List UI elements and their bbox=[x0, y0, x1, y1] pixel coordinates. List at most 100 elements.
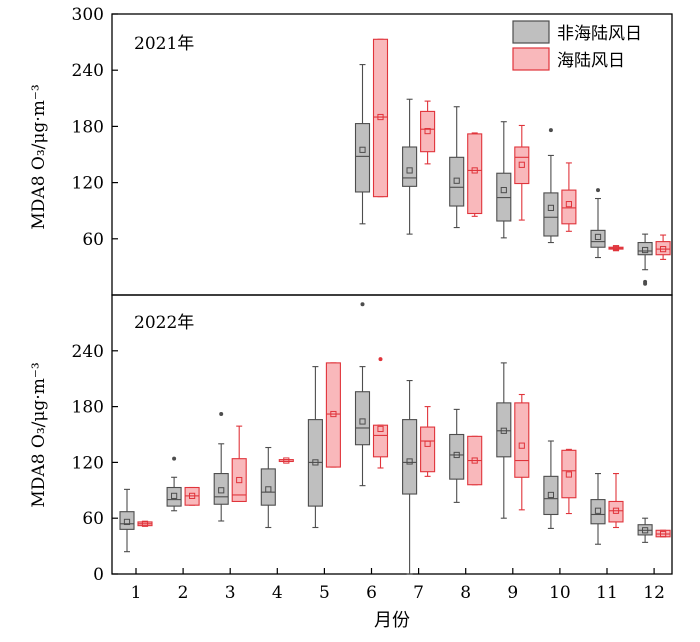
x-tick-label: 10 bbox=[549, 583, 571, 603]
mean-marker-sea-land bbox=[471, 167, 478, 174]
outlier-non-sea-land bbox=[360, 302, 365, 307]
box-sea-land-month-10 bbox=[561, 449, 577, 499]
mean-marker-non-sea-land bbox=[406, 458, 413, 465]
mean-marker-sea-land bbox=[141, 520, 149, 527]
mean-marker-non-sea-land bbox=[642, 246, 649, 254]
outlier-non-sea-land bbox=[172, 456, 177, 461]
y-tick-label: 120 bbox=[72, 174, 104, 194]
box-sea-land-month-6 bbox=[372, 38, 389, 198]
mean-marker-sea-land bbox=[424, 440, 431, 447]
y-tick-label: 60 bbox=[82, 230, 104, 250]
mean-marker-sea-land bbox=[612, 245, 620, 252]
y-tick-label: 60 bbox=[82, 509, 104, 529]
x-tick-label: 9 bbox=[507, 583, 518, 603]
outlier-non-sea-land bbox=[596, 188, 600, 193]
box-sea-land-month-9 bbox=[514, 402, 530, 478]
box-non-sea-land-month-11 bbox=[590, 229, 606, 248]
box-non-sea-land-month-12 bbox=[637, 241, 653, 256]
mean-marker-non-sea-land bbox=[359, 418, 366, 425]
mean-marker-sea-land bbox=[565, 471, 572, 478]
mean-marker-sea-land bbox=[518, 442, 525, 449]
mean-marker-sea-land bbox=[236, 476, 243, 484]
box-non-sea-land-month-10 bbox=[543, 192, 559, 237]
mean-marker-sea-land bbox=[377, 113, 384, 121]
mean-marker-non-sea-land bbox=[642, 527, 649, 534]
box-non-sea-land-month-8 bbox=[449, 433, 465, 480]
x-axis: 1 2 3 4 5 6 7 8 9 10 11 12 bbox=[131, 568, 665, 603]
y-tick-label: 240 bbox=[72, 342, 104, 362]
mean-marker-non-sea-land bbox=[406, 167, 413, 174]
box-sea-land-month-6 bbox=[372, 424, 389, 458]
box-non-sea-land-month-3 bbox=[213, 473, 229, 505]
x-tick-label: 11 bbox=[596, 583, 618, 603]
box-sea-land-month-11 bbox=[608, 500, 624, 523]
box-non-sea-land-month-2 bbox=[166, 486, 182, 507]
legend-swatch-non-sea-land bbox=[512, 20, 550, 44]
mean-marker-sea-land bbox=[612, 507, 620, 514]
x-tick-label: 1 bbox=[131, 583, 142, 603]
x-tick-label: 8 bbox=[460, 583, 471, 603]
box-non-sea-land-month-9 bbox=[496, 402, 512, 458]
x-tick-label: 4 bbox=[272, 583, 283, 603]
mean-marker-non-sea-land bbox=[312, 459, 319, 466]
legend-swatch-sea-land bbox=[512, 47, 550, 71]
box-non-sea-land-month-6 bbox=[354, 391, 371, 446]
mean-marker-sea-land bbox=[424, 127, 431, 135]
panel-2022-ylabel: MDA8 O₃/μg·m⁻³ bbox=[29, 362, 49, 507]
mean-marker-sea-land bbox=[471, 457, 478, 464]
box-non-sea-land-month-6 bbox=[354, 123, 371, 193]
panel-2021-ylabel: MDA8 O₃/μg·m⁻³ bbox=[29, 84, 49, 229]
mean-marker-non-sea-land bbox=[123, 518, 131, 526]
panel-2022-label: 2022年 bbox=[134, 313, 194, 333]
outlier-non-sea-land bbox=[219, 412, 224, 417]
box-non-sea-land-month-7 bbox=[402, 146, 418, 187]
box-non-sea-land-month-7 bbox=[402, 419, 418, 495]
x-tick-label: 3 bbox=[225, 583, 236, 603]
x-tick-label: 5 bbox=[319, 583, 330, 603]
mean-marker-non-sea-land bbox=[547, 204, 554, 211]
mean-marker-sea-land bbox=[518, 161, 525, 168]
mean-marker-non-sea-land bbox=[547, 491, 554, 499]
legend-label-sea-land: 海陆风日 bbox=[557, 51, 625, 71]
legend: 非海陆风日 海陆风日 bbox=[512, 20, 642, 71]
x-tick-label: 7 bbox=[413, 583, 424, 603]
mean-marker-sea-land bbox=[565, 201, 572, 208]
x-axis-label: 月份 bbox=[374, 610, 410, 631]
box-sea-land-month-7 bbox=[420, 110, 436, 153]
mean-marker-non-sea-land bbox=[500, 186, 507, 194]
x-tick-label: 12 bbox=[643, 583, 665, 603]
mean-marker-non-sea-land bbox=[265, 486, 272, 493]
panel-2021-yticks: 60 120 180 240 300 bbox=[72, 5, 118, 250]
panel-2022-frame bbox=[111, 294, 673, 575]
mean-marker-non-sea-land bbox=[218, 487, 225, 494]
y-tick-label: 300 bbox=[72, 5, 104, 25]
mean-marker-non-sea-land bbox=[594, 507, 602, 514]
mean-marker-non-sea-land bbox=[171, 492, 178, 499]
box-non-sea-land-month-8 bbox=[449, 156, 465, 207]
outlier-non-sea-land bbox=[548, 128, 553, 133]
panel-2021-label: 2021年 bbox=[134, 34, 194, 54]
box-sea-land-month-7 bbox=[420, 426, 436, 473]
mean-marker-sea-land bbox=[660, 530, 667, 538]
y-tick-label: 0 bbox=[93, 565, 104, 585]
y-tick-label: 180 bbox=[72, 117, 104, 137]
mean-marker-sea-land bbox=[377, 425, 384, 433]
mean-marker-sea-land bbox=[189, 492, 196, 499]
mean-marker-sea-land bbox=[660, 246, 667, 253]
box-non-sea-land-month-11 bbox=[590, 499, 606, 525]
box-non-sea-land-month-10 bbox=[543, 475, 559, 516]
mean-marker-sea-land bbox=[283, 457, 290, 464]
panel-2021-boxes bbox=[354, 38, 671, 286]
mean-marker-sea-land bbox=[330, 410, 337, 418]
legend-label-non-sea-land: 非海陆风日 bbox=[557, 24, 642, 44]
box-sea-land-month-8 bbox=[467, 133, 483, 215]
y-tick-label: 120 bbox=[72, 453, 104, 473]
y-tick-label: 180 bbox=[72, 398, 104, 418]
box-non-sea-land-month-1 bbox=[119, 511, 135, 530]
x-tick-label: 2 bbox=[178, 583, 189, 603]
box-sea-land-month-5 bbox=[325, 362, 341, 468]
panel-2022: 2022年 MDA8 O₃/μg·m⁻³ 0 60 120 180 240 bbox=[29, 294, 673, 585]
box-sea-land-month-3 bbox=[231, 458, 247, 503]
